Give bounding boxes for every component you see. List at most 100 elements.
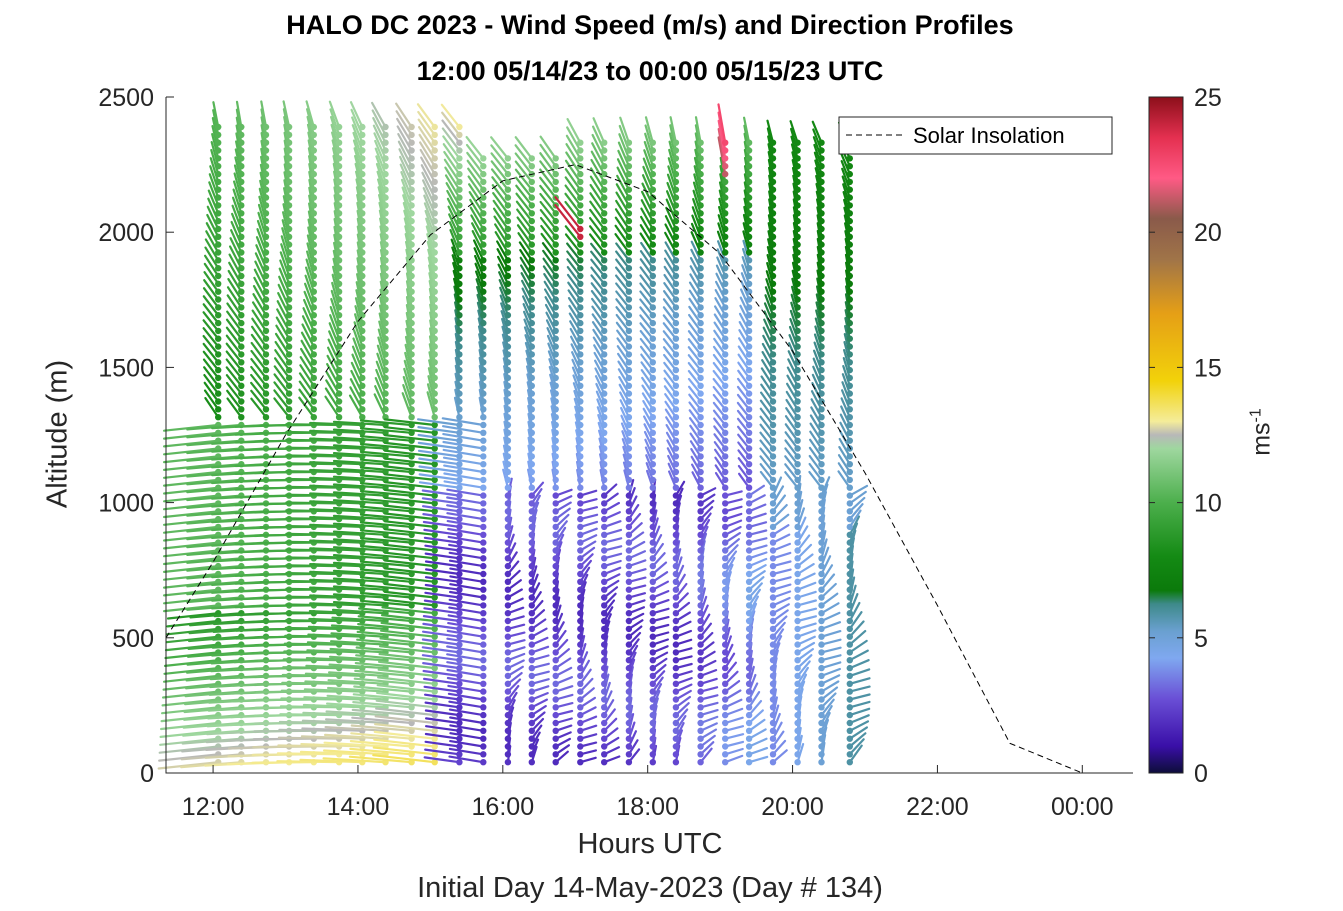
wind-barb-dot	[649, 704, 656, 711]
wind-barb-dot	[310, 123, 317, 131]
wind-barb-dot	[769, 688, 777, 695]
wind-barb-dot	[577, 319, 584, 327]
wind-barb-dot	[285, 288, 293, 295]
wind-barb-dot	[504, 570, 512, 578]
wind-barb	[442, 456, 485, 466]
wind-barb	[784, 455, 799, 474]
wind-barb-dot	[601, 257, 608, 264]
wind-barb-dot	[794, 578, 801, 585]
wind-barb-dot	[310, 304, 317, 311]
wind-barb-dot	[431, 249, 438, 256]
wind-barb	[378, 194, 387, 223]
wind-barb-dot	[745, 461, 753, 468]
wind-barb	[275, 324, 291, 348]
wind-barb-dot	[625, 594, 633, 601]
wind-barb-dot	[504, 178, 512, 186]
wind-barb-dot	[262, 131, 270, 139]
wind-barb-dot	[745, 382, 753, 389]
wind-barb-dot	[745, 704, 753, 711]
wind-barb-dot	[408, 374, 415, 382]
wind-barb-dot	[528, 233, 535, 240]
wind-barb-dot	[552, 312, 559, 319]
wind-barb-dot	[528, 751, 535, 758]
wind-barb	[808, 470, 823, 489]
wind-barb-dot	[504, 523, 512, 531]
wind-barb	[423, 599, 461, 607]
wind-barb	[285, 587, 341, 591]
wind-barb	[225, 342, 243, 364]
wind-barb-dot	[846, 366, 853, 374]
wind-barb	[816, 261, 823, 285]
wind-barb	[230, 229, 243, 254]
wind-barb-dot	[625, 602, 633, 609]
wind-barb	[542, 265, 557, 285]
wind-barb-dot	[408, 178, 415, 186]
wind-barb	[374, 722, 436, 732]
wind-barb	[521, 295, 533, 317]
wind-barb-dot	[649, 531, 656, 538]
wind-barb	[514, 168, 533, 191]
wind-barb	[405, 311, 413, 340]
wind-barb-dot	[504, 202, 512, 209]
wind-barb-dot	[285, 123, 293, 131]
wind-barb-dot	[722, 649, 729, 656]
wind-barb-dot	[577, 586, 584, 593]
wind-barb	[282, 666, 341, 670]
wind-barb-dot	[649, 390, 656, 397]
wind-barb	[359, 521, 413, 529]
wind-barb	[304, 680, 364, 685]
wind-barb-dot	[722, 735, 729, 742]
wind-barb	[350, 361, 364, 387]
wind-barb-dot	[769, 461, 777, 468]
wind-barb	[442, 448, 485, 458]
wind-barb	[516, 216, 533, 238]
wind-barb-dot	[846, 351, 853, 358]
wind-barb	[713, 321, 727, 340]
wind-barb-dot	[722, 508, 729, 515]
wind-barb-dot	[818, 414, 825, 421]
wind-barb-dot	[649, 257, 656, 264]
wind-barb-dot	[238, 233, 245, 240]
wind-barb	[743, 148, 751, 176]
wind-barb-dot	[625, 257, 633, 264]
wind-barb	[205, 222, 220, 246]
wind-barb-dot	[285, 249, 293, 256]
wind-barb	[383, 543, 436, 552]
wind-barb-dot	[552, 727, 559, 734]
wind-barb	[277, 283, 291, 309]
wind-barb	[639, 290, 654, 309]
wind-barb	[398, 148, 413, 176]
wind-barb-dot	[552, 406, 559, 413]
wind-barb-dot	[649, 711, 656, 719]
wind-barb-dot	[552, 523, 559, 531]
wind-barb	[540, 232, 557, 254]
wind-barb-dot	[577, 578, 584, 585]
wind-barb	[273, 397, 291, 419]
wind-barb-dot	[285, 374, 293, 382]
wind-barb	[477, 317, 485, 340]
wind-barb-dot	[601, 547, 608, 554]
wind-barb	[811, 373, 823, 395]
wind-barb	[309, 461, 364, 466]
wind-barb-dot	[649, 664, 656, 672]
wind-barb-dot	[456, 500, 463, 507]
wind-barb	[427, 375, 436, 403]
wind-barb	[308, 609, 364, 615]
wind-barb-dot	[794, 649, 801, 656]
wind-barb-dot	[480, 461, 487, 468]
wind-barb-dot	[745, 547, 753, 554]
wind-barb	[615, 191, 631, 215]
wind-barb-dot	[431, 194, 438, 201]
wind-barb	[372, 124, 387, 152]
wind-barb-dot	[745, 555, 753, 562]
wind-barb	[163, 557, 220, 566]
wind-barb-dot	[552, 719, 559, 727]
wind-barb-dot	[846, 319, 853, 327]
wind-barb	[759, 391, 775, 411]
wind-barb-dot	[745, 570, 753, 578]
wind-barb	[760, 367, 775, 387]
wind-barb	[662, 338, 678, 356]
wind-barb-dot	[382, 335, 389, 342]
wind-barb-dot	[310, 225, 317, 233]
wind-barb	[285, 477, 341, 481]
